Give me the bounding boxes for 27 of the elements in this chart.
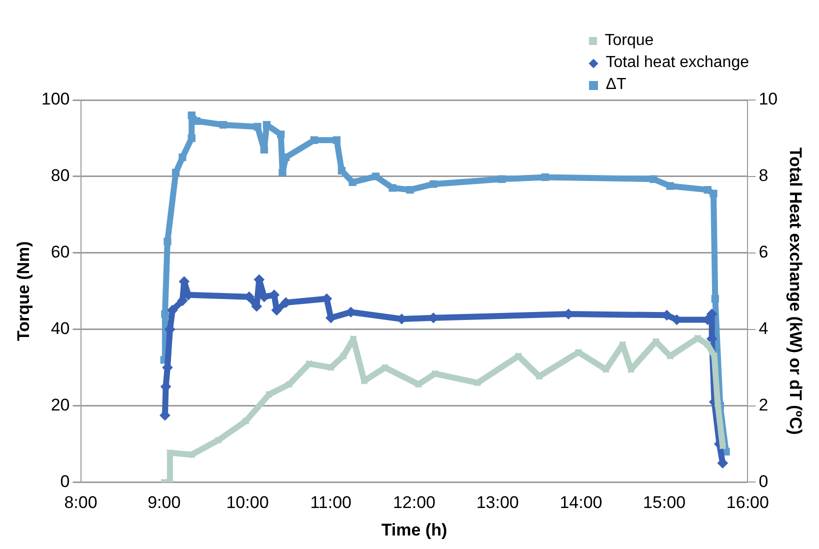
y-tick-label: 100	[41, 90, 70, 109]
x-tick-label: 10:00	[226, 493, 269, 512]
y-tick-label: 80	[50, 166, 70, 186]
legend-label: Total heat exchange	[606, 53, 749, 73]
x-tick-label: 15:00	[643, 493, 686, 512]
y-tick-label: 20	[50, 395, 70, 414]
y2-tick-label: 0	[758, 472, 768, 491]
y-tick-label: 0	[60, 472, 70, 491]
y2-tick-label: 6	[758, 242, 768, 262]
x-tick-label: 8:00	[64, 493, 98, 512]
x-tick-label: 14:00	[560, 493, 602, 512]
y2-tick-label: 10	[758, 90, 778, 109]
y2-tick-label: 4	[758, 319, 768, 338]
y-axis-title: Torque (Nm)	[14, 241, 33, 341]
y-tick-label: 60	[50, 242, 70, 262]
x-axis-title: Time (h)	[381, 520, 448, 540]
y2-axis-title: Total Heat exchange (kW) or dT (ºC)	[786, 147, 806, 435]
y2-tick-label: 8	[758, 166, 768, 186]
legend-label: ΔT	[606, 75, 626, 95]
x-tick-label: 16:00	[726, 493, 769, 512]
legend-label: Torque	[604, 31, 654, 51]
x-tick-label: 12:00	[392, 493, 436, 512]
y2-tick-label: 2	[758, 395, 768, 414]
x-tick-label: 11:00	[310, 493, 352, 512]
x-tick-label: 13:00	[476, 493, 519, 512]
x-tick-label: 9:00	[148, 493, 181, 512]
y-tick-label: 40	[50, 319, 70, 338]
